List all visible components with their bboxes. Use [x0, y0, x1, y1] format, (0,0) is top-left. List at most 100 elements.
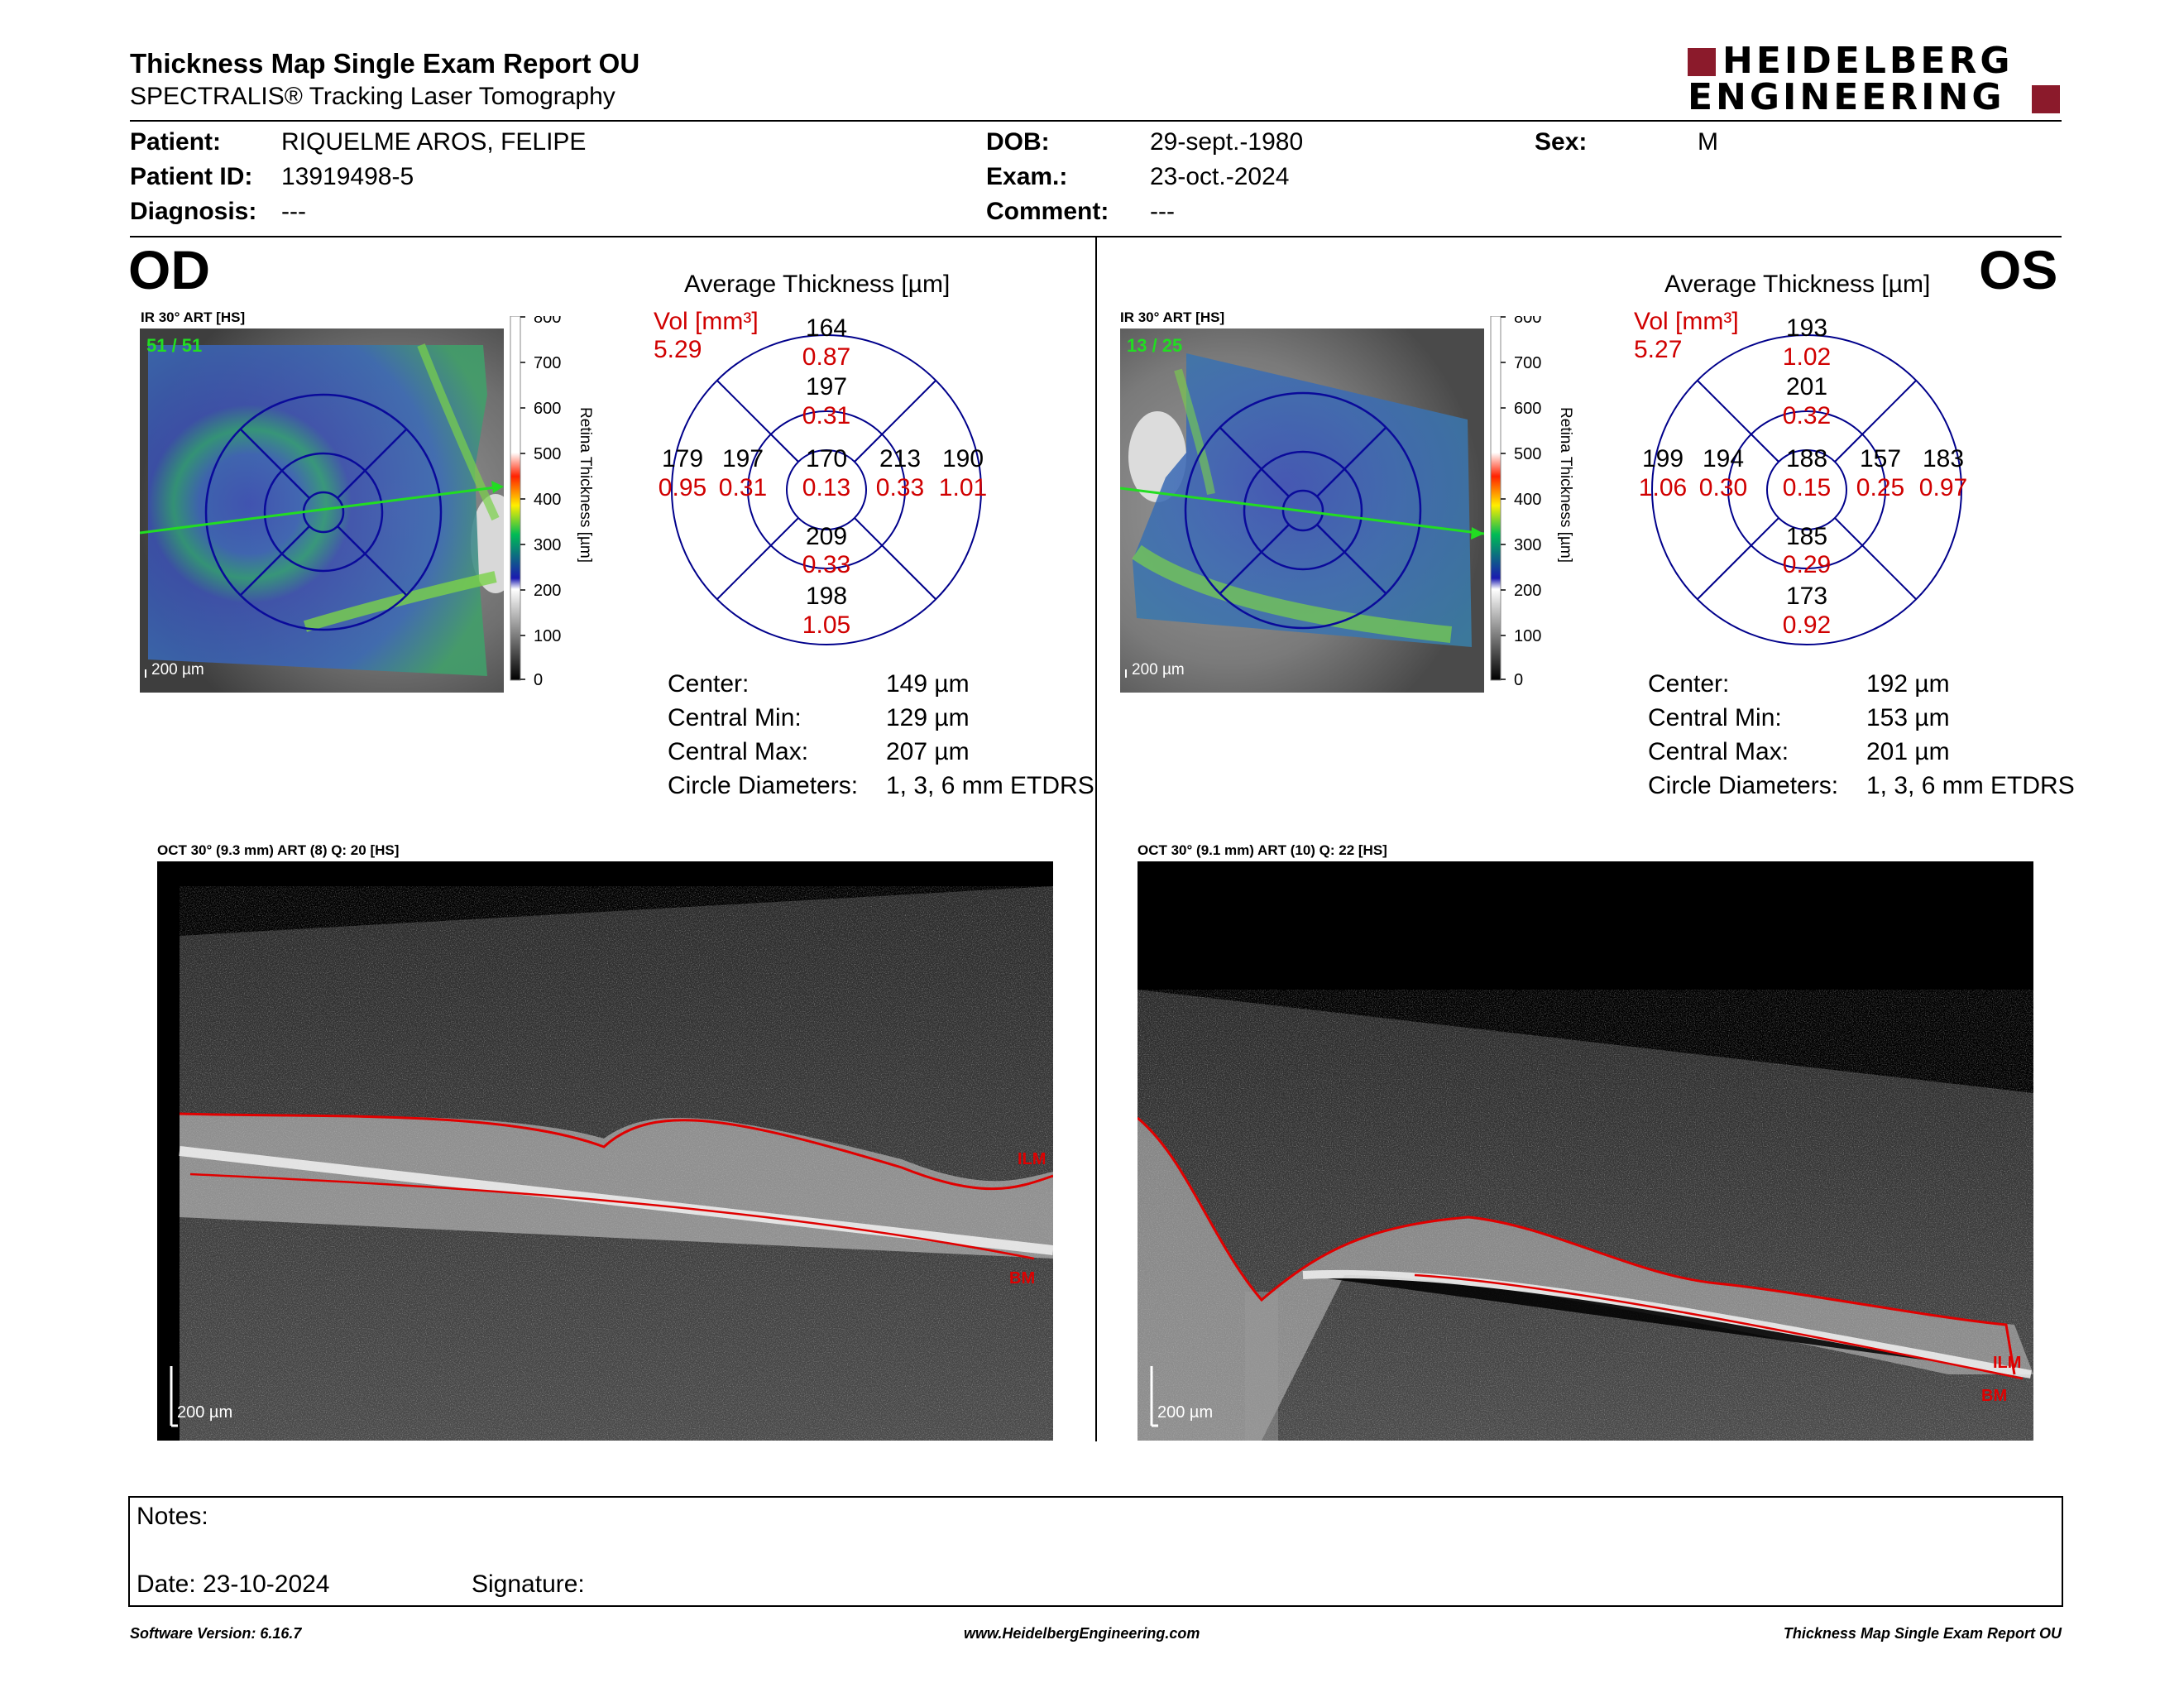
od-max-label: Central Max: — [668, 738, 809, 765]
os-outer-left-vol: 1.06 — [1639, 474, 1687, 501]
os-diam-label: Circle Diameters: — [1648, 772, 1839, 799]
od-cbar-tick: 600 — [534, 400, 561, 418]
os-inner-bottom-vol: 0.29 — [1783, 551, 1831, 578]
od-cbar-tick: 400 — [534, 491, 561, 509]
os-outer-left: 199 — [1642, 445, 1684, 472]
od-cbar-tick: 700 — [534, 354, 561, 372]
sex-label: Sex: — [1535, 128, 1588, 156]
od-center-value: 149 µm — [886, 670, 970, 698]
os-center-label: Center: — [1648, 670, 1730, 698]
report-title: Thickness Map Single Exam Report OU — [130, 48, 640, 79]
os-outer-right: 183 — [1923, 445, 1964, 472]
od-outer-bottom-vol: 1.05 — [802, 611, 850, 639]
od-inner-left-vol: 0.31 — [719, 474, 767, 501]
od-ilm-label: ILM — [1018, 1150, 1046, 1168]
os-center-value: 192 µm — [1866, 670, 1950, 698]
os-ilm-label: ILM — [1993, 1354, 2021, 1372]
os-min-label: Central Min: — [1648, 704, 1782, 731]
os-cbar-tick: 600 — [1514, 400, 1541, 418]
os-ir-label: IR 30° ART [HS] — [1120, 309, 1225, 325]
notes-box[interactable]: Notes: Date: 23-10-2024 Signature: — [128, 1496, 2063, 1607]
os-cbar-title: Retina Thickness [µm] — [1557, 407, 1574, 563]
comment-label: Comment: — [986, 198, 1109, 225]
report-subtitle: SPECTRALIS® Tracking Laser Tomography — [130, 83, 615, 110]
os-cbar-tick: 100 — [1514, 627, 1541, 645]
od-oct-label: OCT 30° (9.3 mm) ART (8) Q: 20 [HS] — [157, 842, 400, 858]
od-center-label: Center: — [668, 670, 750, 698]
od-outer-top: 164 — [806, 314, 847, 342]
os-bm-label: BM — [1981, 1387, 2007, 1405]
os-inner-left: 194 — [1703, 445, 1744, 472]
od-center-vol: 0.13 — [802, 474, 850, 501]
os-cbar-tick: 800 — [1514, 316, 1541, 327]
od-max-value: 207 µm — [886, 738, 970, 765]
os-cbar-tick: 0 — [1514, 671, 1523, 688]
os-scale-bar: 200 µm — [1132, 661, 1185, 679]
comment-value: --- — [1150, 198, 1175, 225]
software-version: Software Version: 6.16.7 — [130, 1625, 302, 1642]
od-outer-right-vol: 1.01 — [939, 474, 987, 501]
od-bm-label: BM — [1009, 1269, 1035, 1288]
os-min-value: 153 µm — [1866, 704, 1950, 731]
od-oct-scale: 200 µm — [177, 1403, 232, 1422]
exam-value: 23-oct.-2024 — [1150, 163, 1290, 190]
od-cbar-tick: 0 — [534, 671, 543, 688]
od-center: 170 — [806, 445, 847, 472]
os-oct-scale: 200 µm — [1157, 1403, 1213, 1422]
os-frame-count: 13 / 25 — [1127, 335, 1182, 356]
os-inner-top-vol: 0.32 — [1783, 402, 1831, 429]
date-label: Date: 23-10-2024 — [136, 1571, 330, 1598]
patient-label: Patient: — [130, 128, 222, 156]
od-vol-label: Vol [mm³] — [654, 308, 759, 335]
od-inner-bottom-vol: 0.33 — [802, 551, 850, 578]
os-etdrs-grid: 193 1.02 201 0.32 199 1.06 194 0.30 188 … — [1630, 306, 1977, 654]
od-eye-label: OD — [128, 239, 210, 300]
os-vol-value: 5.27 — [1634, 336, 1683, 363]
os-outer-right-vol: 0.97 — [1919, 474, 1967, 501]
os-inner-right-vol: 0.25 — [1856, 474, 1904, 501]
os-cbar-tick: 400 — [1514, 491, 1541, 509]
od-inner-bottom: 209 — [806, 523, 847, 550]
diagnosis-value: --- — [281, 198, 306, 225]
patient-name: RIQUELME AROS, FELIPE — [281, 128, 587, 156]
od-colorbar: 800 700 600 500 400 300 200 100 0 Retina… — [509, 309, 600, 689]
od-inner-top-vol: 0.31 — [802, 402, 850, 429]
footer-website[interactable]: www.HeidelbergEngineering.com — [964, 1625, 1200, 1642]
od-outer-bottom: 198 — [806, 583, 847, 610]
dob-value: 29-sept.-1980 — [1150, 128, 1304, 156]
od-fundus-map: 51 / 51 200 µm — [139, 328, 520, 693]
od-frame-count: 51 / 51 — [146, 335, 202, 356]
od-outer-left: 179 — [662, 445, 703, 472]
od-etdrs-grid: 164 0.87 197 0.31 179 0.95 197 0.31 170 … — [649, 306, 997, 654]
od-inner-right: 213 — [879, 445, 921, 472]
od-cbar-tick: 800 — [534, 316, 561, 327]
od-cbar-tick: 300 — [534, 536, 561, 554]
os-max-label: Central Max: — [1648, 738, 1789, 765]
os-center-vol: 0.15 — [1783, 474, 1831, 501]
od-inner-top: 197 — [806, 373, 847, 400]
od-ir-label: IR 30° ART [HS] — [141, 309, 246, 325]
patient-id-label: Patient ID: — [130, 163, 253, 190]
os-oct-bscan: ILM BM 200 µm — [1137, 861, 2033, 1441]
os-inner-right: 157 — [1860, 445, 1901, 472]
od-outer-left-vol: 0.95 — [659, 474, 706, 501]
footer-report-name: Thickness Map Single Exam Report OU — [1783, 1625, 2062, 1642]
eye-divider — [1095, 237, 1097, 1441]
os-eye-label: OS — [1979, 239, 2058, 300]
os-inner-bottom: 185 — [1786, 523, 1827, 550]
od-outer-top-vol: 0.87 — [802, 343, 850, 371]
od-outer-right: 190 — [942, 445, 984, 472]
os-diam-value: 1, 3, 6 mm ETDRS — [1866, 772, 2075, 799]
od-cbar-tick: 200 — [534, 582, 561, 600]
logo-line2: ENGINEERING — [1688, 76, 2005, 118]
notes-label: Notes: — [136, 1503, 208, 1530]
os-vol-label: Vol [mm³] — [1634, 308, 1739, 335]
od-inner-right-vol: 0.33 — [876, 474, 924, 501]
os-avg-title: Average Thickness [µm] — [1664, 271, 1931, 298]
od-cbar-tick: 100 — [534, 627, 561, 645]
od-vol-value: 5.29 — [654, 336, 702, 363]
os-oct-label: OCT 30° (9.1 mm) ART (10) Q: 22 [HS] — [1138, 842, 1387, 858]
os-center: 188 — [1786, 445, 1827, 472]
os-inner-left-vol: 0.30 — [1699, 474, 1747, 501]
os-fundus-map: 13 / 25 200 µm — [1119, 328, 1485, 693]
